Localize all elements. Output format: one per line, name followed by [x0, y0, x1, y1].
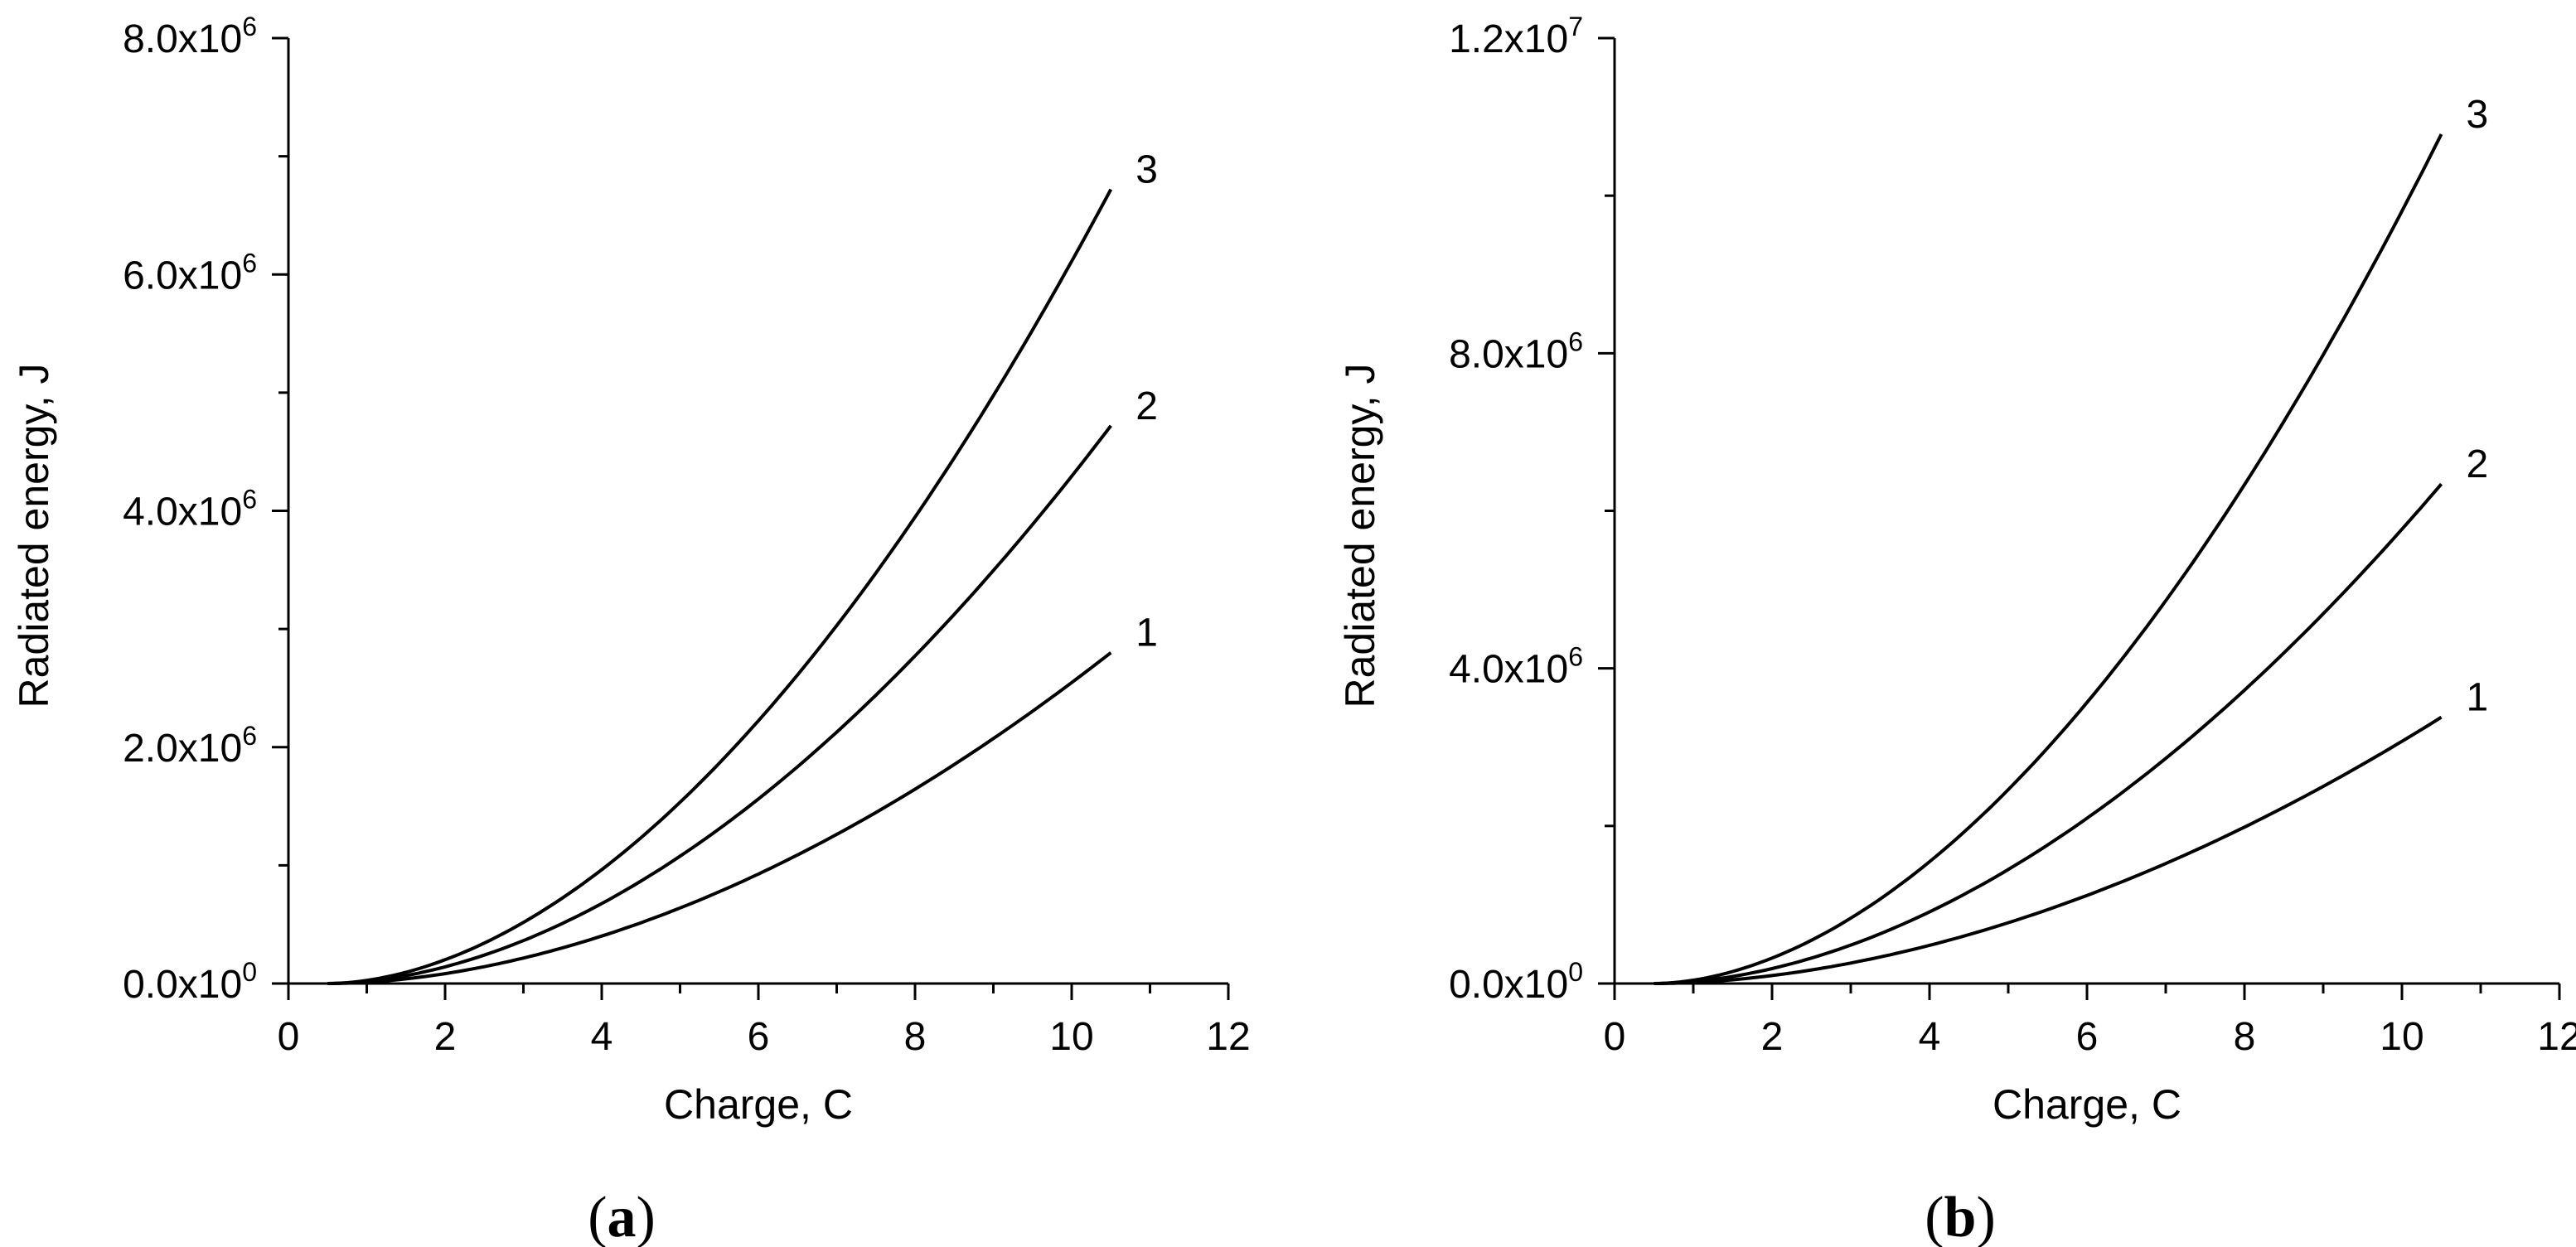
panel-label: (a): [588, 1186, 656, 1247]
x-tick-label: 0: [278, 1015, 300, 1059]
series-label-1: 1: [1135, 611, 1158, 655]
series-line-1: [327, 651, 1112, 985]
x-tick-label: 12: [1206, 1015, 1250, 1059]
y-tick-label: 4.0x106: [123, 485, 257, 534]
x-tick-label: 10: [1049, 1015, 1093, 1059]
y-axis-title: Radiated energy, J: [1337, 364, 1383, 708]
x-tick-label: 4: [591, 1015, 613, 1059]
y-tick-label: 0.0x100: [123, 957, 257, 1007]
x-tick-label: 12: [2537, 1015, 2576, 1059]
series-line-1: [1654, 715, 2443, 985]
y-tick-label: 1.2x107: [1449, 12, 1583, 61]
series-label-3: 3: [2467, 93, 2489, 137]
x-tick-label: 6: [748, 1015, 770, 1059]
series-line-2: [1654, 482, 2443, 985]
x-tick-label: 2: [434, 1015, 457, 1059]
y-tick-label: 6.0x106: [123, 248, 257, 297]
x-tick-label: 2: [1761, 1015, 1784, 1059]
series-line-3: [1654, 133, 2443, 985]
panel-label: (b): [1925, 1186, 1996, 1247]
y-tick-label: 2.0x106: [123, 721, 257, 771]
chart-panel-b: 0 2 4 6 8 10 120.0x1004.0x1068.0x1061.2x107Cha…: [1337, 12, 2576, 1247]
x-tick-label: 10: [2380, 1015, 2423, 1059]
series-line-2: [327, 424, 1112, 985]
x-tick-label: 8: [904, 1015, 927, 1059]
y-axis-title: Radiated energy, J: [11, 364, 57, 708]
x-tick-label: 0: [1604, 1015, 1626, 1059]
y-tick-label: 8.0x106: [1449, 326, 1583, 376]
x-tick-label: 4: [1919, 1015, 1941, 1059]
x-axis-title: Charge, C: [1993, 1081, 2181, 1128]
x-tick-label: 6: [2076, 1015, 2099, 1059]
y-tick-label: 8.0x106: [123, 12, 257, 61]
series-label-3: 3: [1135, 148, 1158, 192]
series-line-3: [327, 188, 1113, 985]
series-label-2: 2: [1135, 384, 1158, 428]
x-axis-title: Charge, C: [664, 1081, 853, 1128]
series-label-1: 1: [2467, 676, 2489, 720]
x-tick-label: 8: [2234, 1015, 2256, 1059]
y-tick-label: 4.0x106: [1449, 642, 1583, 692]
chart-panel-a: 0 2 4 6 8 10 120.0x1002.0x1064.0x1066.0x1068.0…: [11, 12, 1251, 1247]
y-tick-label: 0.0x100: [1449, 957, 1583, 1007]
series-label-2: 2: [2467, 442, 2489, 486]
